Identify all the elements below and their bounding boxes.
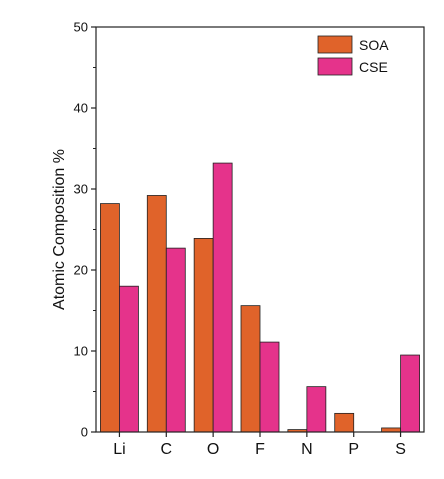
bar-soa-o bbox=[193, 238, 214, 433]
y-tick-label: 0 bbox=[81, 425, 88, 440]
x-tick-label: P bbox=[348, 441, 359, 458]
y-axis-title: Atomic Composition % bbox=[51, 149, 68, 310]
y-tick-label: 20 bbox=[74, 263, 88, 278]
x-tick-label: F bbox=[255, 441, 265, 458]
bars-group bbox=[100, 162, 420, 433]
plot-frame bbox=[95, 26, 425, 433]
bar-cse-n bbox=[306, 386, 327, 433]
bar-cse-li bbox=[119, 285, 139, 433]
bar-cse-o bbox=[212, 162, 233, 433]
bar-soa-c bbox=[146, 195, 167, 433]
bar-soa-s bbox=[381, 427, 401, 433]
bar-soa-li bbox=[100, 203, 120, 433]
x-axis-labels: Li C O F N P S bbox=[113, 432, 406, 458]
y-tick-label: 30 bbox=[74, 182, 88, 197]
x-tick-label: S bbox=[395, 441, 406, 458]
bar-cse-s bbox=[400, 354, 420, 433]
legend-swatch-cse bbox=[317, 57, 353, 76]
x-tick-label: O bbox=[207, 441, 219, 458]
legend-swatch-soa bbox=[317, 35, 353, 54]
bar-soa-f bbox=[240, 305, 261, 433]
legend-label-cse: CSE bbox=[359, 59, 388, 75]
bar-soa-p bbox=[334, 412, 355, 433]
y-tick-label: 50 bbox=[74, 20, 88, 35]
bar-cse-f bbox=[259, 341, 280, 433]
y-tick-label: 40 bbox=[74, 101, 88, 116]
legend-label-soa: SOA bbox=[359, 37, 389, 53]
x-tick-label: C bbox=[161, 441, 173, 458]
x-tick-label: N bbox=[301, 441, 313, 458]
x-tick-label: Li bbox=[113, 441, 125, 458]
legend: SOA CSE bbox=[317, 35, 389, 76]
y-axis-ticks: 0 10 20 30 40 50 bbox=[74, 20, 96, 440]
bar-cse-c bbox=[165, 247, 186, 433]
y-tick-label: 10 bbox=[74, 344, 88, 359]
